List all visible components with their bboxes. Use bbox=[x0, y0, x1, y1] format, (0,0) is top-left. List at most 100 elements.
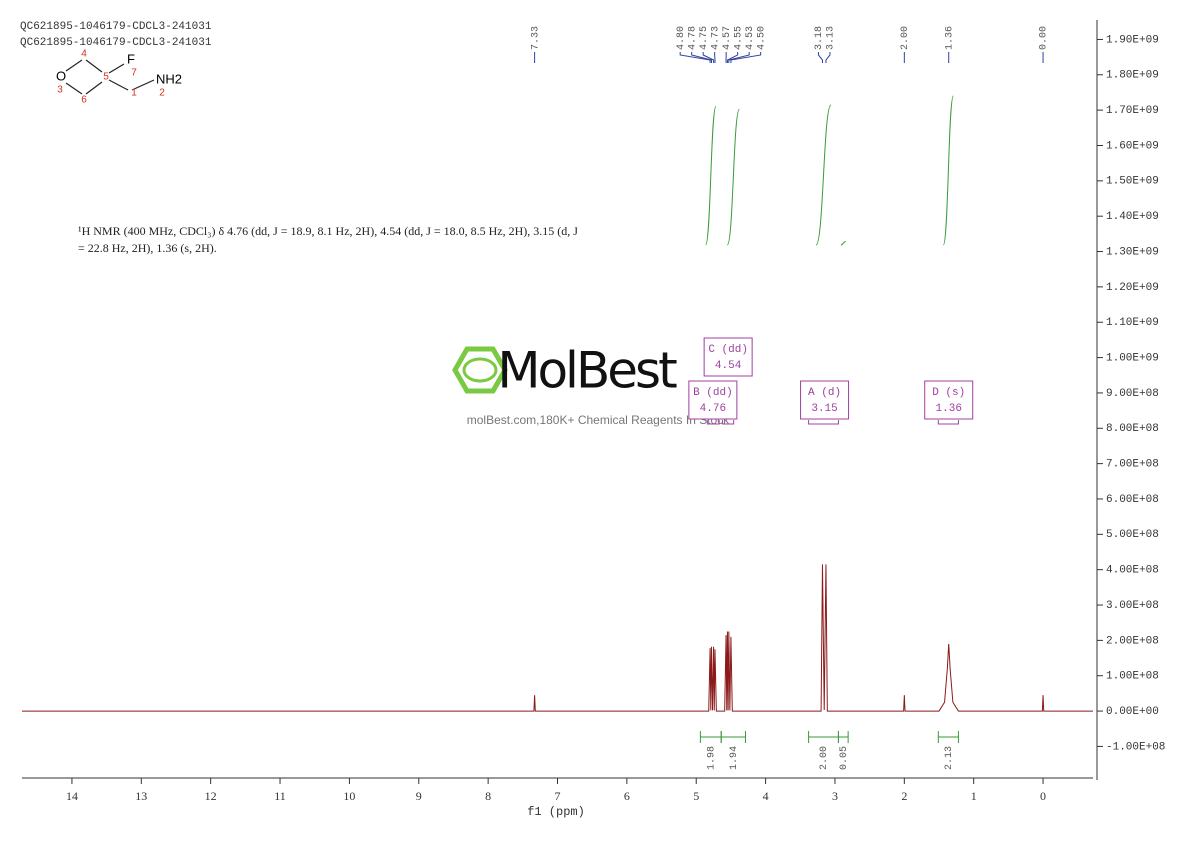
multiplet-shift: 3.15 bbox=[811, 403, 837, 415]
multiplet-name: C (dd) bbox=[708, 344, 748, 356]
x-tick-label: 7 bbox=[555, 789, 561, 803]
integral-curve bbox=[705, 105, 717, 246]
y-tick-label: 1.40E+09 bbox=[1106, 211, 1159, 223]
multiplet-box bbox=[688, 380, 738, 420]
x-tick-label: 8 bbox=[485, 789, 491, 803]
multiplet-range bbox=[706, 420, 720, 425]
x-tick-label: 5 bbox=[693, 789, 699, 803]
atom: F bbox=[127, 51, 135, 66]
x-tick-label: 4 bbox=[763, 789, 769, 803]
peak-label: 4.57 bbox=[722, 26, 733, 50]
integral-label: 2.00 bbox=[819, 746, 830, 770]
x-tick-label: 14 bbox=[66, 789, 78, 803]
locant: 1 bbox=[131, 88, 137, 99]
x-tick-label: 9 bbox=[416, 789, 422, 803]
atom: O bbox=[56, 68, 66, 83]
integral-label: 1.94 bbox=[729, 746, 740, 770]
y-tick-label: -1.00E+08 bbox=[1106, 741, 1165, 753]
multiplet-name: D (s) bbox=[932, 387, 965, 399]
multiplet-shift: 4.76 bbox=[700, 403, 726, 415]
x-tick-label: 11 bbox=[274, 789, 286, 803]
integral-label: 0.05 bbox=[839, 746, 850, 770]
sample-id: QC621895-1046179-CDCL3-241031 bbox=[20, 21, 212, 33]
peak-leader bbox=[825, 52, 831, 63]
peak-leader bbox=[730, 52, 762, 63]
locant: 5 bbox=[103, 72, 109, 83]
nmr-description: ¹H NMR (400 MHz, CDCl₃) δ 4.76 (dd, J = … bbox=[78, 224, 578, 238]
locant: 7 bbox=[131, 68, 137, 79]
y-tick-label: 1.00E+09 bbox=[1106, 352, 1159, 364]
x-tick-label: 1 bbox=[971, 789, 977, 803]
peak-label: 7.33 bbox=[530, 26, 541, 50]
peak-leader bbox=[728, 52, 750, 63]
integral-range bbox=[937, 731, 959, 743]
y-tick-label: 6.00E+08 bbox=[1106, 494, 1159, 506]
peak-label: 4.75 bbox=[699, 26, 710, 50]
sample-id: QC621895-1046179-CDCL3-241031 bbox=[20, 37, 212, 49]
atom: NH2 bbox=[156, 71, 182, 86]
peak-label: 2.00 bbox=[900, 26, 911, 50]
y-tick-label: 1.50E+09 bbox=[1106, 176, 1159, 188]
integral-range bbox=[699, 731, 722, 743]
multiplet-shift: 4.54 bbox=[715, 360, 742, 372]
multiplet-range bbox=[937, 420, 959, 425]
integral-curve bbox=[840, 241, 846, 246]
multiplet-name: B (dd) bbox=[693, 387, 733, 399]
integral-range bbox=[837, 731, 849, 743]
multiplet-name: A (d) bbox=[808, 387, 841, 399]
peak-label: 3.18 bbox=[814, 26, 825, 50]
multiplet-box bbox=[703, 337, 753, 377]
locant: 2 bbox=[159, 88, 165, 99]
integral-range bbox=[720, 731, 746, 743]
peak-label: 4.50 bbox=[756, 26, 767, 50]
y-tick-label: 1.10E+09 bbox=[1106, 317, 1159, 329]
integral-curve bbox=[726, 108, 740, 246]
y-tick-label: 7.00E+08 bbox=[1106, 459, 1159, 471]
peak-label: 4.78 bbox=[687, 26, 698, 50]
y-tick-label: 1.90E+09 bbox=[1106, 34, 1159, 46]
watermark-logo bbox=[452, 346, 508, 394]
y-tick-label: 9.00E+08 bbox=[1106, 388, 1159, 400]
multiplet-shift: 1.36 bbox=[936, 403, 962, 415]
watermark-brand: MolBest bbox=[497, 342, 677, 400]
x-tick-label: 3 bbox=[832, 789, 838, 803]
multiplet-range bbox=[808, 420, 839, 425]
peak-leader bbox=[726, 52, 739, 63]
x-tick-label: 13 bbox=[135, 789, 147, 803]
locant: 6 bbox=[81, 95, 87, 106]
peak-leader bbox=[702, 52, 715, 63]
x-axis-label: f1 (ppm) bbox=[527, 805, 585, 819]
locant: 3 bbox=[57, 85, 63, 96]
y-tick-label: 1.70E+09 bbox=[1106, 105, 1159, 117]
multiplet-box bbox=[924, 380, 974, 420]
y-tick-label: 5.00E+08 bbox=[1106, 529, 1159, 541]
integral-label: 2.13 bbox=[944, 746, 955, 770]
peak-label: 4.55 bbox=[733, 26, 744, 50]
x-tick-label: 0 bbox=[1040, 789, 1046, 803]
y-tick-label: 8.00E+08 bbox=[1106, 423, 1159, 435]
spectrum bbox=[22, 564, 1093, 712]
structure-bonds bbox=[65, 59, 155, 95]
y-tick-label: 1.20E+09 bbox=[1106, 282, 1159, 294]
y-tick-label: 0.00E+00 bbox=[1106, 706, 1159, 718]
peak-label: 3.13 bbox=[826, 26, 837, 50]
watermark-tagline: molBest.com,180K+ Chemical Reagents In S… bbox=[467, 413, 730, 427]
integral-range bbox=[808, 731, 839, 743]
peak-label: 4.73 bbox=[710, 26, 721, 50]
y-tick-label: 1.30E+09 bbox=[1106, 246, 1159, 258]
x-tick-label: 2 bbox=[901, 789, 907, 803]
x-tick-label: 6 bbox=[624, 789, 630, 803]
integral-curve bbox=[942, 95, 954, 246]
y-tick-label: 1.00E+08 bbox=[1106, 671, 1159, 683]
peak-leader bbox=[691, 52, 712, 63]
peak-label: 0.00 bbox=[1039, 26, 1050, 50]
y-tick-label: 1.80E+09 bbox=[1106, 70, 1159, 82]
y-tick-label: 2.00E+08 bbox=[1106, 635, 1159, 647]
peak-leader bbox=[817, 52, 823, 63]
peak-label: 4.80 bbox=[676, 26, 687, 50]
x-tick-label: 10 bbox=[343, 789, 355, 803]
peak-leader bbox=[679, 52, 711, 63]
y-tick-label: 1.60E+09 bbox=[1106, 140, 1159, 152]
